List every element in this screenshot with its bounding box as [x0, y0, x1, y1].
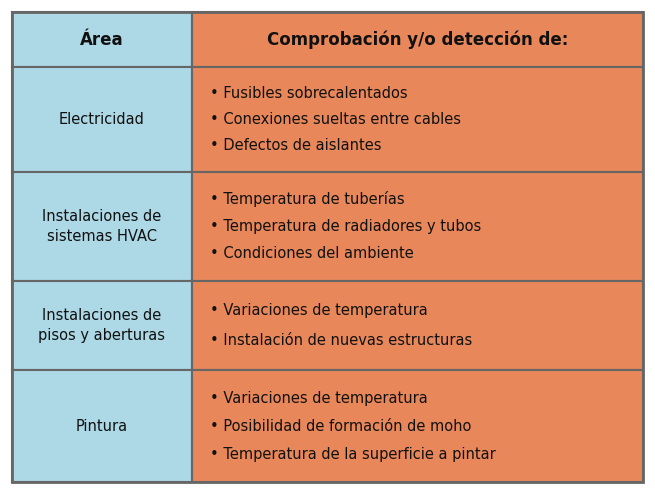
Text: • Defectos de aislantes: • Defectos de aislantes	[210, 138, 381, 153]
Bar	[12, 12, 192, 67]
Text: • Fusibles sobrecalentados: • Fusibles sobrecalentados	[210, 86, 407, 101]
Bar	[12, 370, 192, 482]
Text: • Temperatura de la superficie a pintar: • Temperatura de la superficie a pintar	[210, 447, 495, 462]
Text: • Temperatura de radiadores y tubos: • Temperatura de radiadores y tubos	[210, 219, 481, 234]
Bar	[192, 12, 643, 67]
Text: Comprobación y/o detección de:: Comprobación y/o detección de:	[267, 30, 568, 49]
Text: Instalaciones de
sistemas HVAC: Instalaciones de sistemas HVAC	[42, 209, 161, 244]
Bar	[12, 67, 192, 171]
Bar	[192, 370, 643, 482]
Text: Pintura: Pintura	[76, 419, 128, 434]
Text: • Condiciones del ambiente: • Condiciones del ambiente	[210, 246, 413, 261]
Bar	[12, 281, 192, 370]
Text: • Posibilidad de formación de moho: • Posibilidad de formación de moho	[210, 419, 471, 434]
Text: Instalaciones de
pisos y aberturas: Instalaciones de pisos y aberturas	[38, 308, 165, 343]
Text: • Instalación de nuevas estructuras: • Instalación de nuevas estructuras	[210, 333, 472, 348]
Text: Área: Área	[80, 31, 124, 48]
Bar	[192, 171, 643, 281]
Text: • Conexiones sueltas entre cables: • Conexiones sueltas entre cables	[210, 112, 460, 127]
Text: • Variaciones de temperatura: • Variaciones de temperatura	[210, 391, 428, 406]
Text: Electricidad: Electricidad	[59, 112, 145, 127]
Bar	[192, 281, 643, 370]
Bar	[12, 171, 192, 281]
Text: • Variaciones de temperatura: • Variaciones de temperatura	[210, 303, 428, 318]
Bar	[192, 67, 643, 171]
Text: • Temperatura de tuberías: • Temperatura de tuberías	[210, 191, 404, 207]
